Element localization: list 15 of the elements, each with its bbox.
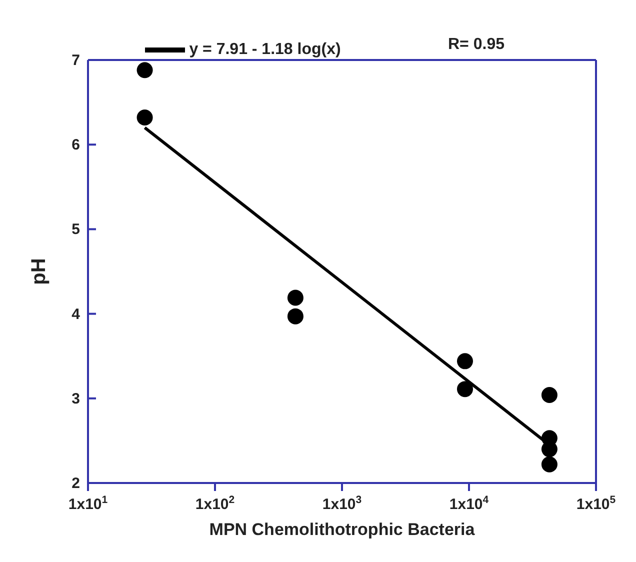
y-tick-label: 2 [72,475,80,492]
x-tick-label: 1x10$^{4}$ [449,494,489,513]
text: R= 0.95 [448,36,504,54]
y-tick-label: 3 [72,390,80,408]
x-tick-label: 1x10$^{2}$ [195,494,235,513]
y-tick-label: 5 [72,221,80,238]
y-tick-label: 4 [72,306,81,323]
y-tick-label: 7 [72,52,80,69]
x-tick-label: 1x10$^{5}$ [576,494,616,513]
x-tick-label: 1x10$^{3}$ [322,494,362,513]
y-axis-title: pH [28,258,50,285]
y-tick-label: 6 [72,136,80,154]
x-tick-label: 1x10$^{1}$ [68,494,108,513]
legend-label: y = 7.91 - 1.18 log(x) [189,41,341,58]
x-axis-title: MPN Chemolithotrophic Bacteria [209,520,476,540]
